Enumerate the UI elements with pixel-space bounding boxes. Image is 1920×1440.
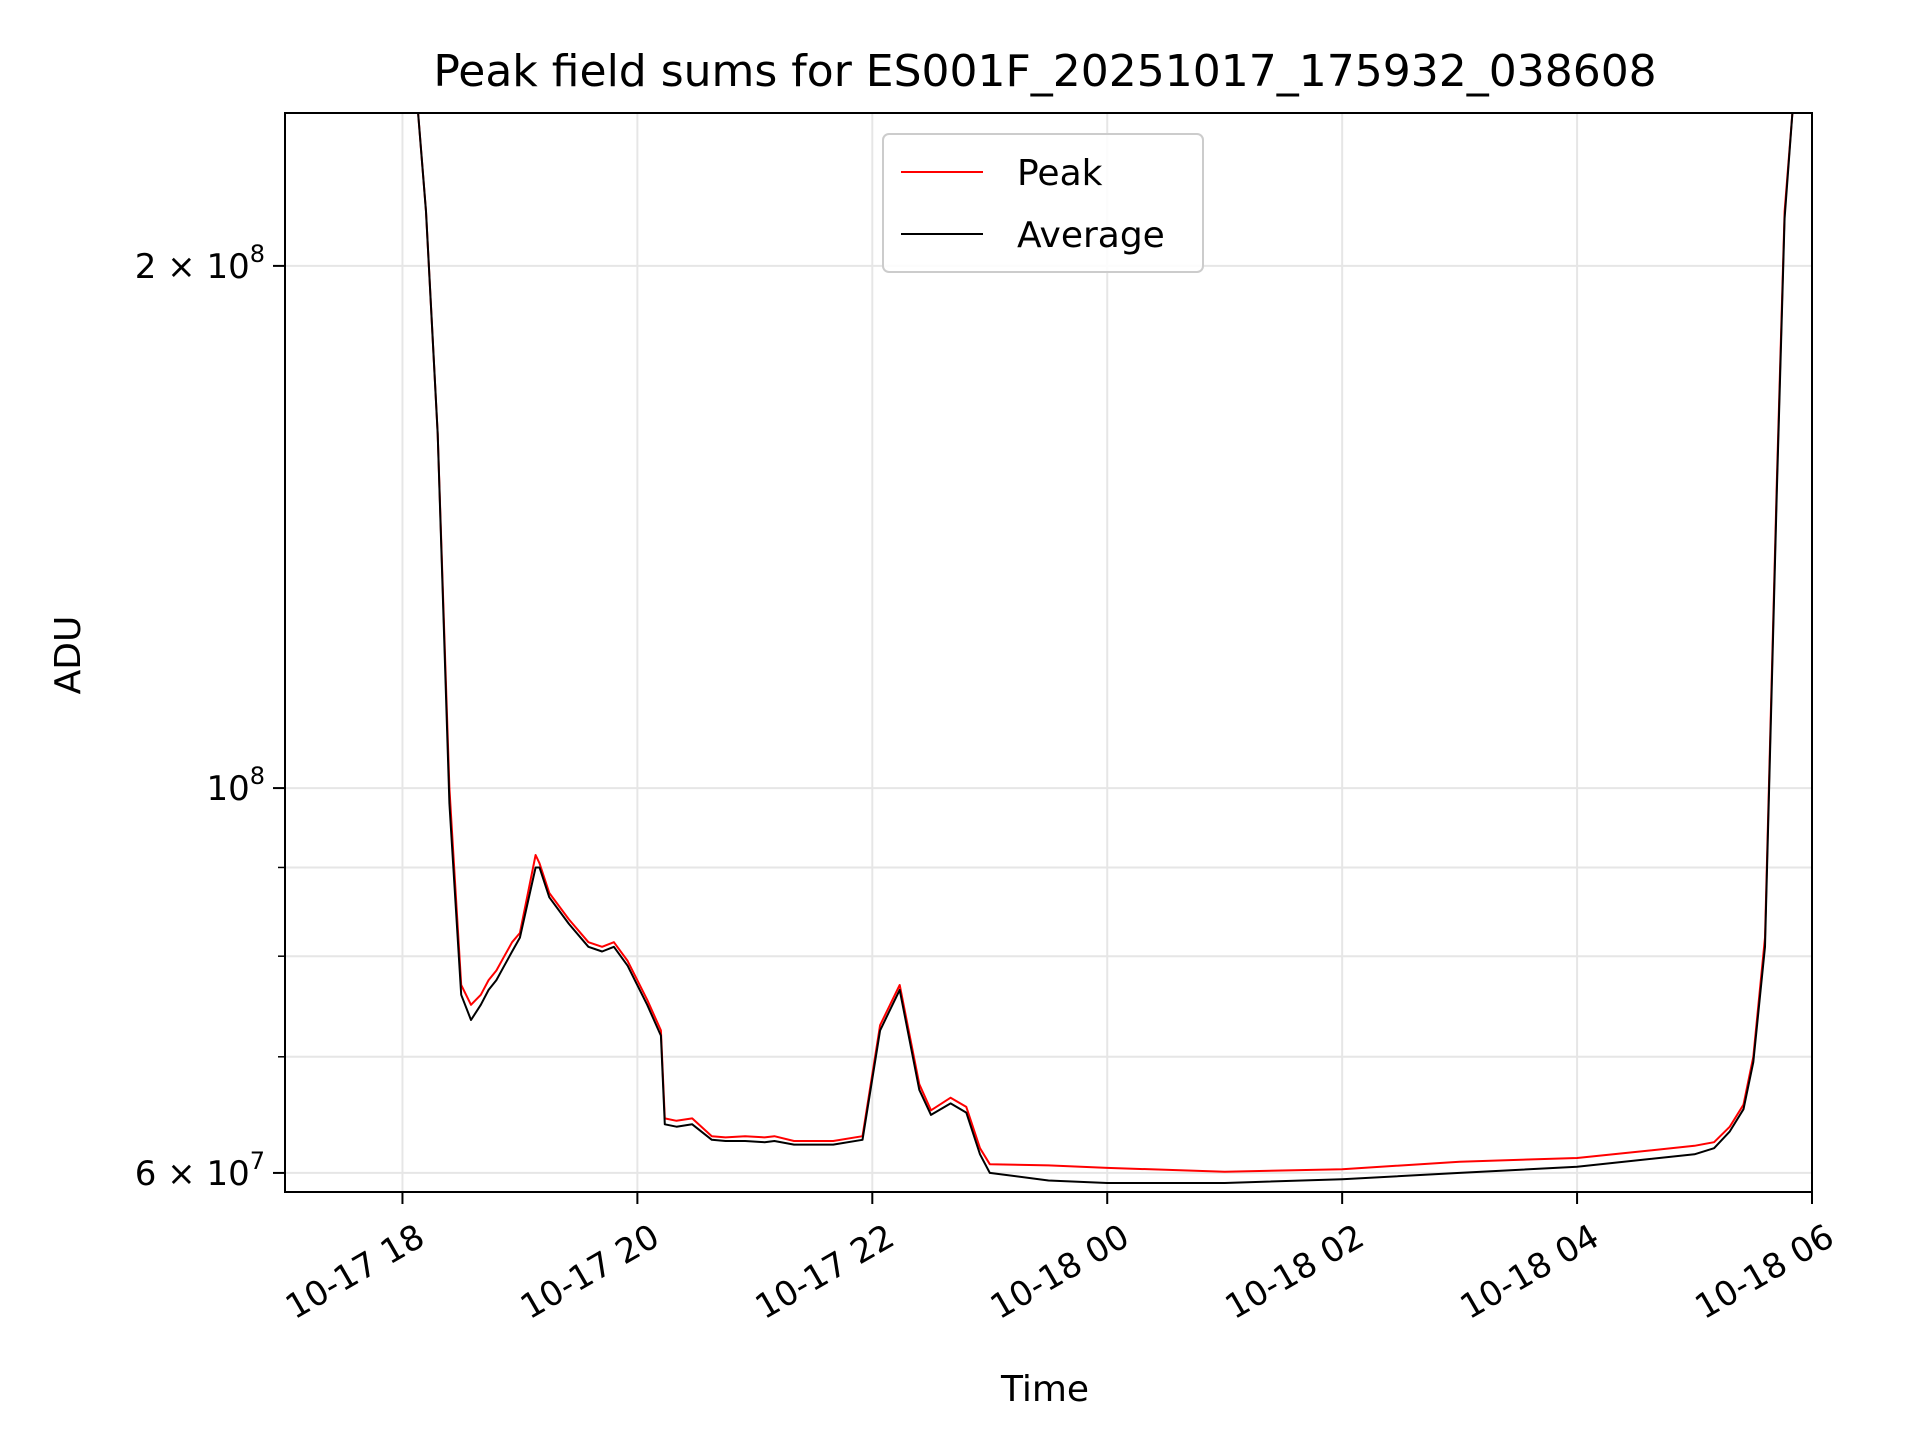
legend: Peak Average [882, 133, 1204, 273]
y-tick-label: 108 [206, 762, 265, 809]
legend-label-peak: Peak [1017, 153, 1103, 194]
y-tick-label-base: 2 × 10 [135, 247, 250, 287]
y-tick-label-exponent: 7 [250, 1147, 265, 1175]
y-axis-label: ADU [48, 616, 89, 695]
series-line-peak [417, 113, 1794, 1173]
y-tick-label-exponent: 8 [250, 240, 265, 268]
y-tick-label: 2 × 108 [135, 240, 265, 287]
legend-box [882, 133, 1204, 273]
x-axis-label: Time [1000, 1369, 1089, 1410]
legend-label-average: Average [1017, 215, 1165, 256]
series-layer [417, 113, 1794, 1184]
y-tick-label: 6 × 107 [135, 1147, 265, 1194]
chart-title: Peak field sums for ES001F_20251017_1759… [433, 46, 1656, 97]
y-tick-label-base: 10 [206, 769, 249, 809]
series-line-average [417, 113, 1794, 1184]
plot-frame [284, 112, 1813, 1193]
y-tick-label-exponent: 8 [250, 762, 265, 790]
y-tick-label-base: 6 × 10 [135, 1154, 250, 1194]
